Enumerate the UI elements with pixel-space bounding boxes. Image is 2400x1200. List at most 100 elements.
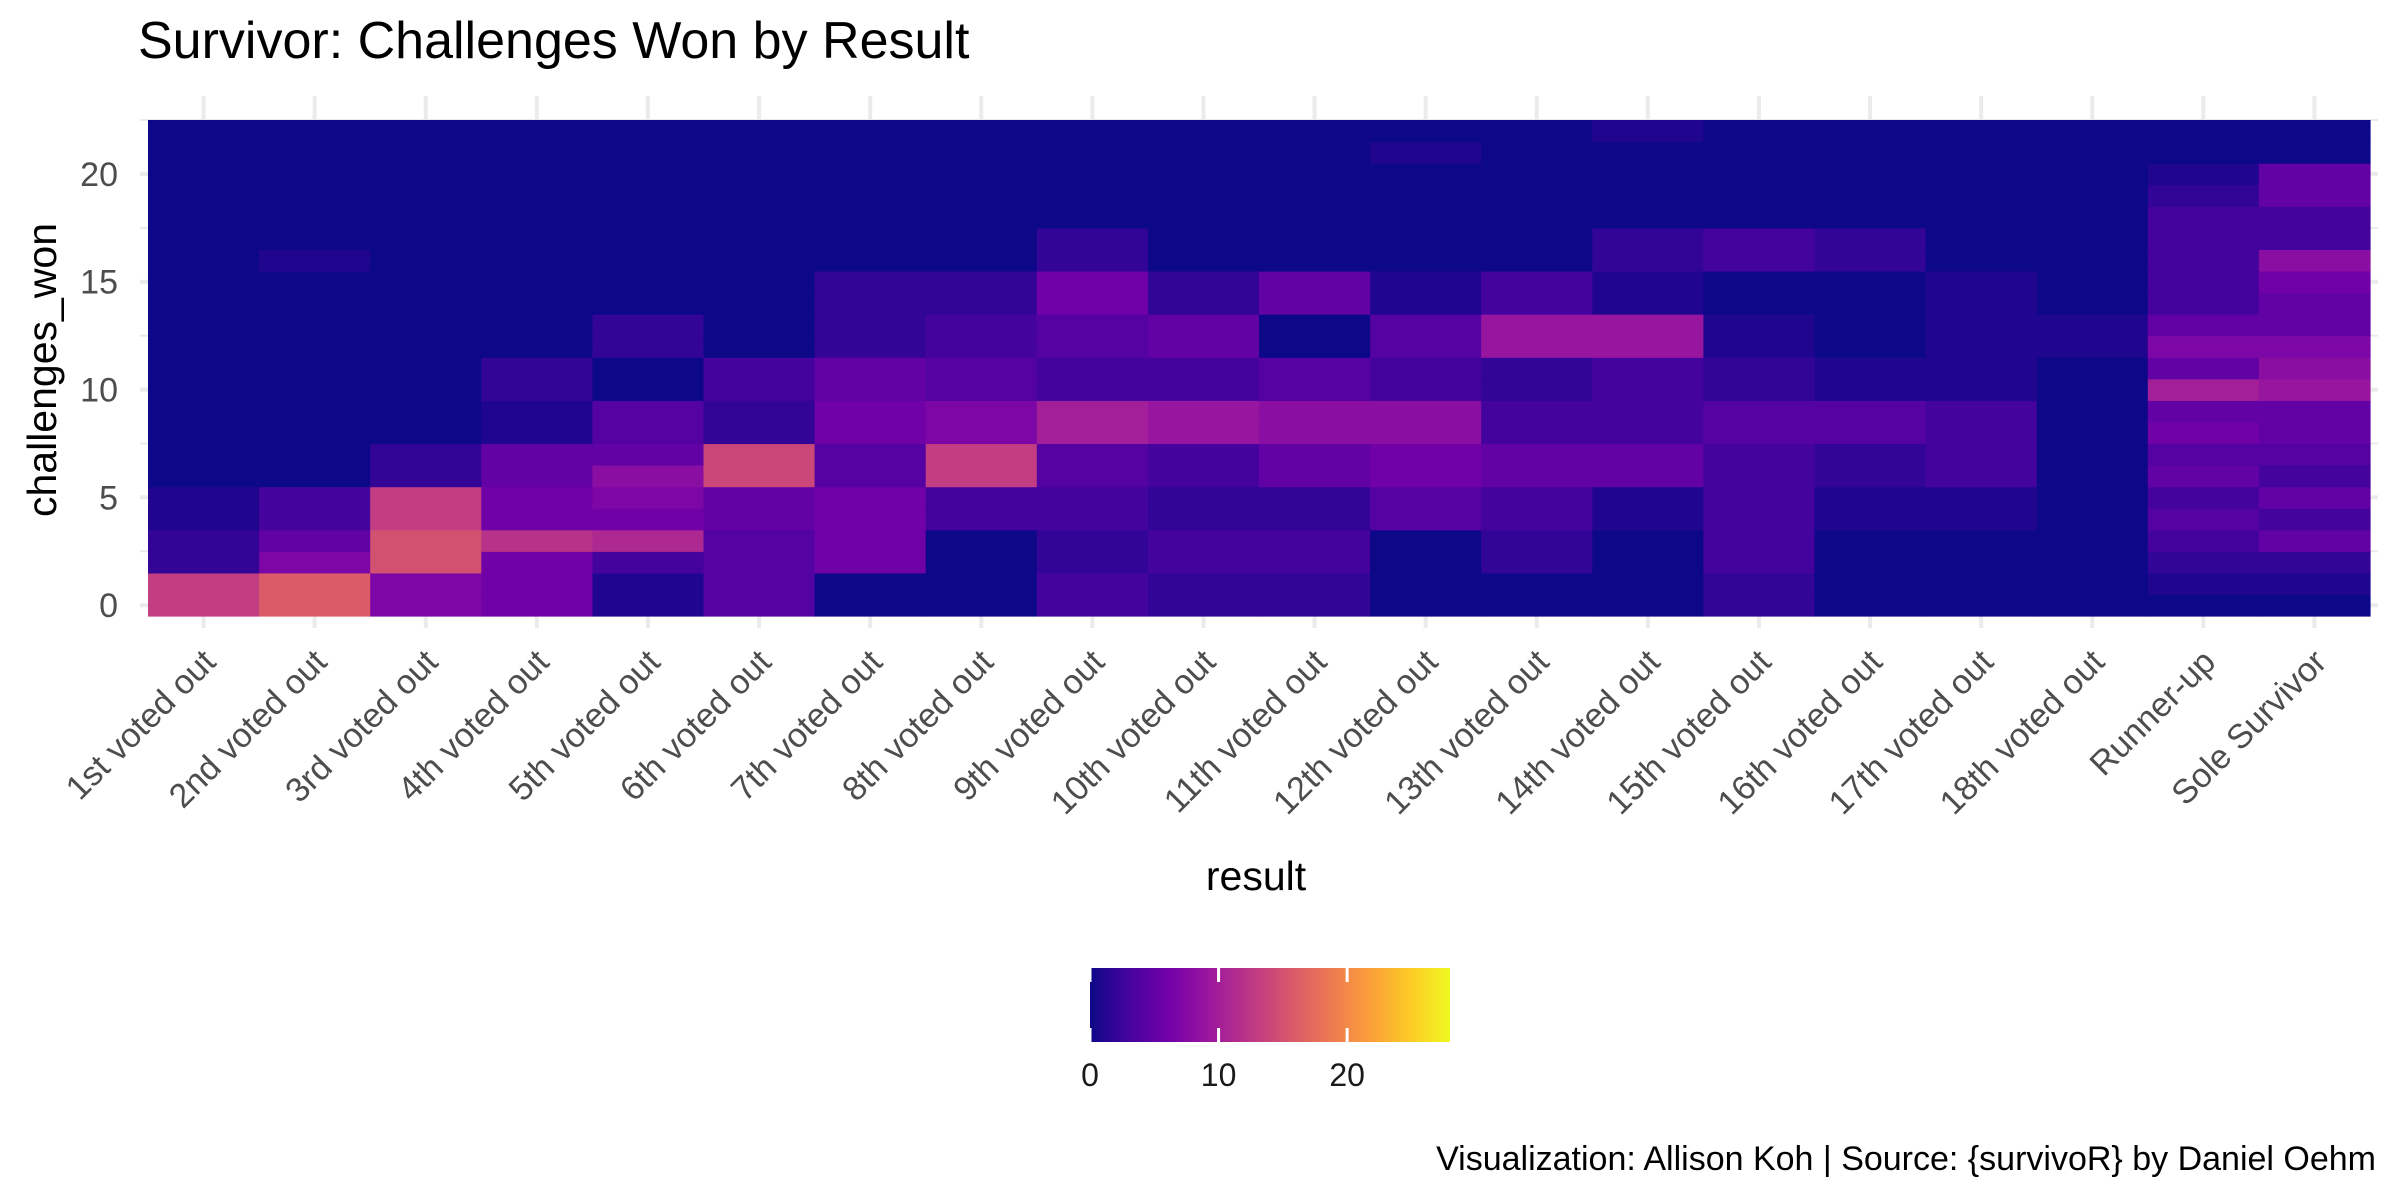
heatmap-cell xyxy=(148,594,260,617)
heatmap-cell xyxy=(2036,249,2149,272)
chart-title: Survivor: Challenges Won by Result xyxy=(138,12,970,70)
heatmap-cell xyxy=(1370,120,1482,143)
heatmap-cell xyxy=(2258,400,2371,423)
heatmap-cell xyxy=(703,551,816,574)
heatmap-cell xyxy=(1370,270,1482,294)
heatmap-cell xyxy=(592,120,705,143)
heatmap-cell xyxy=(592,465,705,488)
heatmap-cell xyxy=(2258,120,2371,143)
heatmap-cell xyxy=(1481,465,1593,488)
heatmap-cell xyxy=(1925,335,2038,358)
heatmap-cell xyxy=(1592,594,1704,617)
heatmap-cell xyxy=(925,400,1038,423)
heatmap-cell xyxy=(148,443,260,466)
heatmap-cell xyxy=(2147,227,2260,250)
heatmap-cell xyxy=(703,378,816,401)
heatmap-cell xyxy=(1370,163,1482,186)
heatmap-cell xyxy=(703,465,816,488)
heatmap-cell xyxy=(370,421,482,445)
heatmap-cell xyxy=(1592,335,1704,358)
heatmap-cell xyxy=(1481,508,1593,531)
heatmap-cell xyxy=(1925,465,2038,488)
heatmap-cell xyxy=(148,227,260,250)
heatmap-cell xyxy=(925,529,1038,552)
heatmap-cell xyxy=(703,508,816,531)
heatmap-cell xyxy=(1481,249,1593,272)
heatmap-cell xyxy=(2147,120,2260,143)
heatmap-cell xyxy=(814,594,927,617)
heatmap-cell xyxy=(148,120,260,143)
heatmap-cell xyxy=(2147,378,2260,401)
heatmap-cell xyxy=(1036,529,1149,552)
heatmap-cell xyxy=(1592,400,1704,423)
heatmap-cell xyxy=(703,335,816,358)
heatmap-cell xyxy=(814,357,927,380)
heatmap-cell xyxy=(481,141,593,164)
heatmap-cell xyxy=(2036,421,2149,445)
heatmap-cell xyxy=(2036,465,2149,488)
heatmap-cell xyxy=(1703,292,1816,315)
heatmap-cell xyxy=(1370,206,1482,229)
heatmap-cell xyxy=(814,400,927,423)
heatmap-cell xyxy=(814,206,927,229)
y-tick-label: 10 xyxy=(80,372,118,410)
heatmap-cell xyxy=(370,357,482,380)
heatmap-cell xyxy=(1592,292,1704,315)
heatmap-cell xyxy=(2147,572,2260,596)
heatmap-cell xyxy=(1259,465,1371,488)
heatmap-cell xyxy=(925,378,1038,401)
heatmap-cell xyxy=(1147,249,1260,272)
heatmap-cell xyxy=(1259,421,1371,445)
heatmap-cell xyxy=(2147,163,2260,186)
heatmap-cell xyxy=(1481,184,1593,207)
heatmap-cell xyxy=(814,120,927,143)
heatmap-cell xyxy=(1703,529,1816,552)
heatmap-cell xyxy=(1592,184,1704,207)
heatmap-cell xyxy=(2258,335,2371,358)
heatmap-cell xyxy=(1036,206,1149,229)
heatmap-cell xyxy=(1036,292,1149,315)
heatmap-cell xyxy=(1592,249,1704,272)
heatmap-cell xyxy=(1481,227,1593,250)
heatmap-cell xyxy=(481,163,593,186)
heatmap-cell xyxy=(481,378,593,401)
heatmap-cell xyxy=(370,335,482,358)
heatmap-cell xyxy=(1147,378,1260,401)
heatmap-cell xyxy=(592,249,705,272)
heatmap-cell xyxy=(1481,206,1593,229)
heatmap-cell xyxy=(1592,486,1704,509)
heatmap-cell xyxy=(1481,120,1593,143)
heatmap-cell xyxy=(1259,572,1371,596)
heatmap-cell xyxy=(259,141,371,164)
heatmap-cell xyxy=(592,227,705,250)
heatmap-cell xyxy=(148,486,260,509)
heatmap-cell xyxy=(1259,443,1371,466)
heatmap-cell xyxy=(2036,400,2149,423)
heatmap-cell xyxy=(2147,400,2260,423)
heatmap-cell xyxy=(148,292,260,315)
heatmap-cell xyxy=(1703,314,1816,337)
heatmap-cell xyxy=(1925,163,2038,186)
heatmap-cell xyxy=(1481,357,1593,380)
heatmap-cell xyxy=(814,163,927,186)
heatmap-cell xyxy=(1481,572,1593,596)
heatmap-cell xyxy=(2147,551,2260,574)
heatmap-cell xyxy=(481,594,593,617)
heatmap-cell xyxy=(1592,270,1704,294)
heatmap-cell xyxy=(1259,249,1371,272)
heatmap-cell xyxy=(370,163,482,186)
heatmap-cell xyxy=(259,314,371,337)
heatmap-cell xyxy=(592,378,705,401)
heatmap-cell xyxy=(703,249,816,272)
heatmap-cell xyxy=(1036,335,1149,358)
heatmap-cell xyxy=(1147,421,1260,445)
heatmap-cell xyxy=(2147,335,2260,358)
heatmap-cell xyxy=(1147,357,1260,380)
heatmap-cell xyxy=(1147,141,1260,164)
heatmap-cell xyxy=(1925,227,2038,250)
heatmap-cell xyxy=(703,163,816,186)
heatmap-cell xyxy=(2036,378,2149,401)
heatmap-cell xyxy=(370,120,482,143)
heatmap-cell xyxy=(925,184,1038,207)
heatmap-cell xyxy=(1703,443,1816,466)
